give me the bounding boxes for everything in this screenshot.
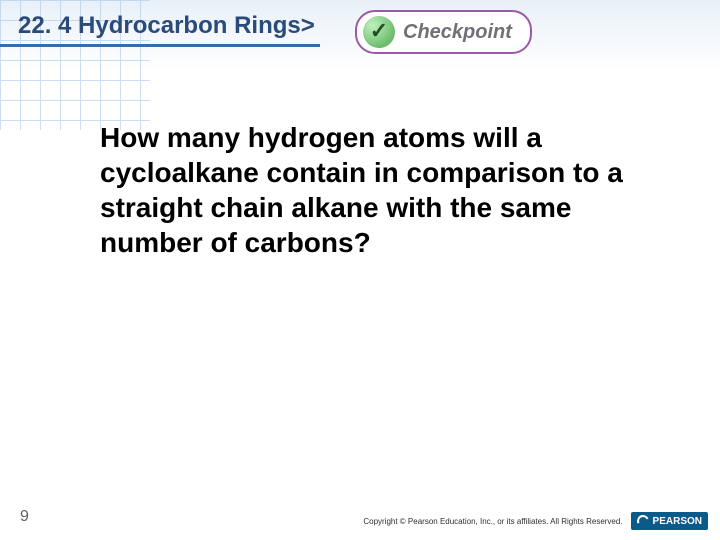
checkmark-icon: ✓ (370, 18, 388, 44)
pearson-logo-text: PEARSON (653, 516, 702, 527)
checkpoint-label: Checkpoint (403, 21, 512, 44)
page-number: 9 (20, 508, 29, 526)
footer: Copyright © Pearson Education, Inc., or … (363, 512, 708, 530)
copyright-text: Copyright © Pearson Education, Inc., or … (363, 517, 622, 526)
check-circle-icon: ✓ (363, 16, 395, 48)
section-title: 22. 4 Hydrocarbon Rings> (18, 12, 315, 40)
question-text: How many hydrogen atoms will a cycloalka… (100, 120, 640, 260)
title-underline (0, 44, 320, 47)
checkpoint-badge: ✓ Checkpoint (355, 10, 532, 54)
pearson-logo: PEARSON (631, 512, 708, 530)
pearson-arc-icon (635, 513, 650, 528)
